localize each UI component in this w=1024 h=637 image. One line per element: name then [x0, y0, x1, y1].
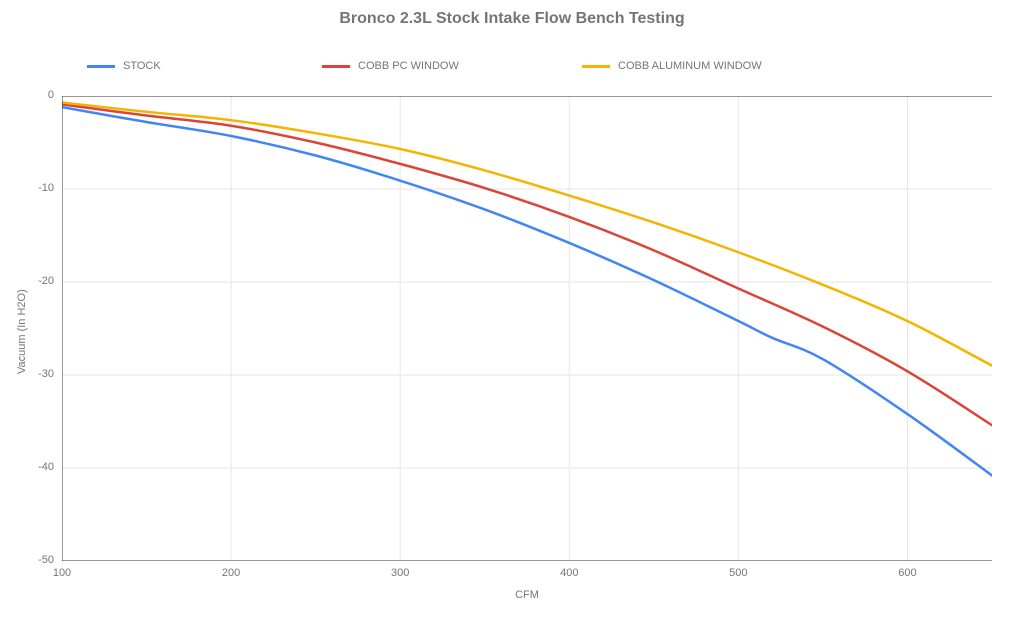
legend-swatch	[87, 65, 115, 68]
legend-label: STOCK	[123, 60, 161, 72]
chart-title: Bronco 2.3L Stock Intake Flow Bench Test…	[0, 10, 1024, 28]
y-tick-label: -10	[0, 182, 54, 194]
x-tick-label: 500	[729, 567, 747, 579]
legend-item[interactable]: COBB ALUMINUM WINDOW	[582, 60, 762, 72]
legend-label: COBB ALUMINUM WINDOW	[618, 60, 762, 72]
y-tick-label: -40	[0, 461, 54, 473]
x-tick-label: 400	[560, 567, 578, 579]
x-axis-label: CFM	[62, 589, 992, 601]
plot-svg	[62, 96, 992, 561]
y-tick-label: -50	[0, 554, 54, 566]
x-tick-label: 200	[222, 567, 240, 579]
y-tick-label: -20	[0, 275, 54, 287]
legend-swatch	[322, 65, 350, 68]
legend-label: COBB PC WINDOW	[358, 60, 459, 72]
plot-area	[62, 96, 992, 561]
legend-item[interactable]: COBB PC WINDOW	[322, 60, 459, 72]
y-axis-label: Vacuum (In H2O)	[16, 289, 28, 374]
y-tick-label: 0	[0, 89, 54, 101]
legend-swatch	[582, 65, 610, 68]
legend-item[interactable]: STOCK	[87, 60, 161, 72]
x-tick-label: 100	[53, 567, 71, 579]
x-tick-label: 300	[391, 567, 409, 579]
legend: STOCK COBB PC WINDOW COBB ALUMINUM WINDOW	[62, 56, 1004, 76]
x-tick-label: 600	[898, 567, 916, 579]
chart-container: Bronco 2.3L Stock Intake Flow Bench Test…	[0, 0, 1024, 637]
